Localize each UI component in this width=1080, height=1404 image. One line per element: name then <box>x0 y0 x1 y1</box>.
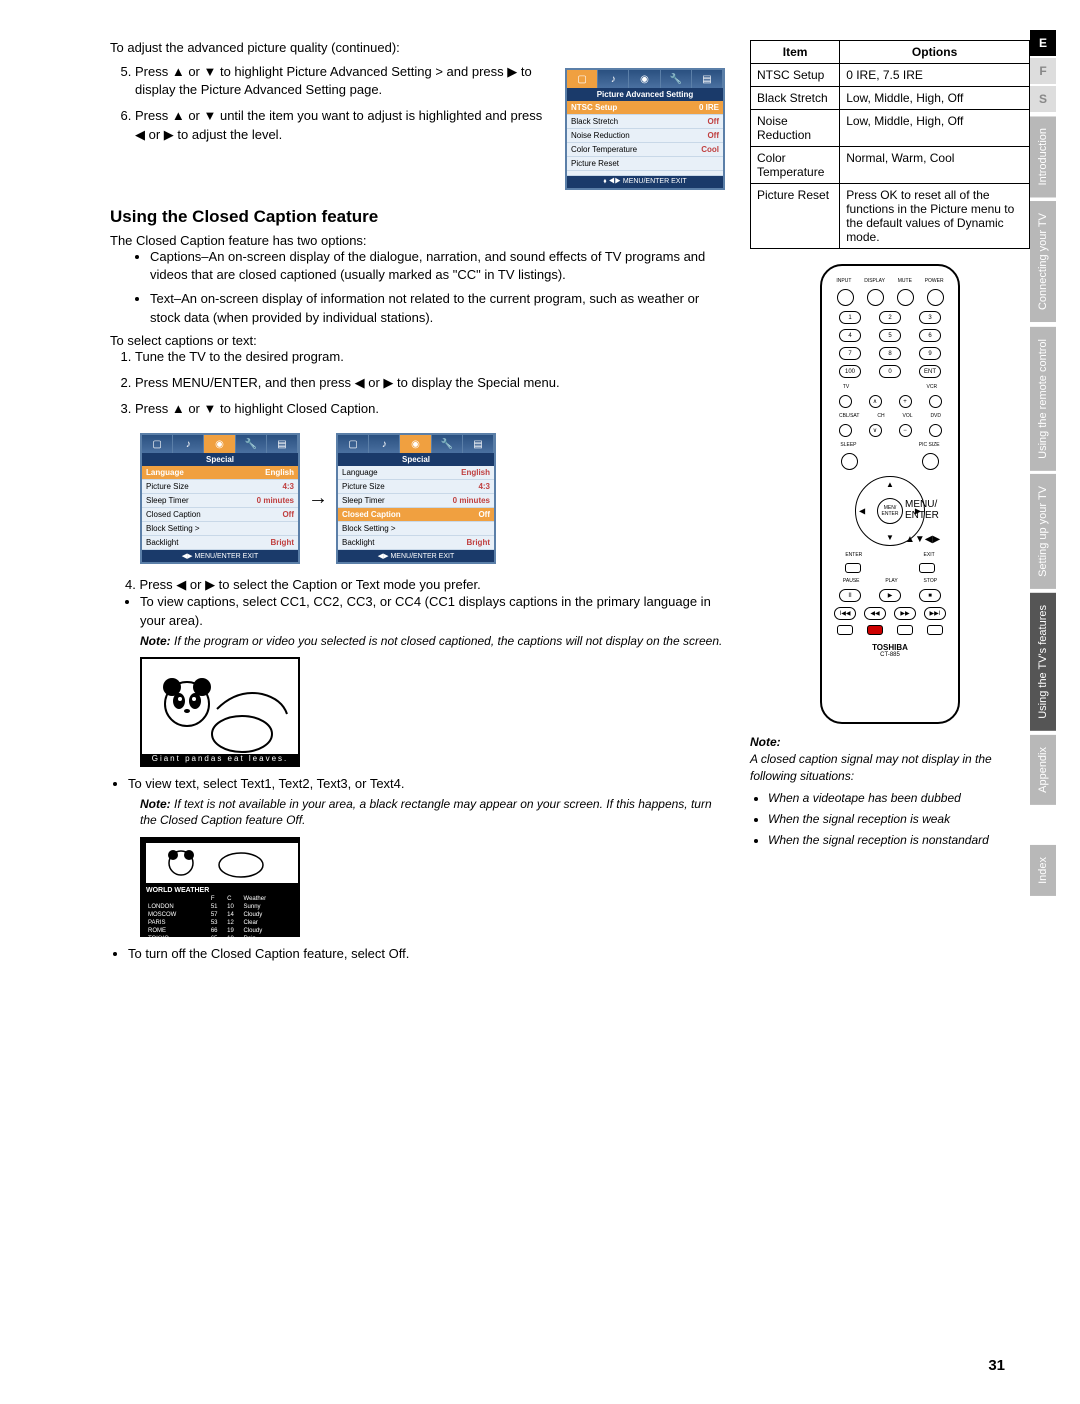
page-number: 31 <box>988 1357 1005 1374</box>
intro-text: To adjust the advanced picture quality (… <box>110 40 725 55</box>
menu-special-2: ▢♪◉🔧▤ Special LanguageEnglish Picture Si… <box>336 433 496 564</box>
note-section: Note: A closed caption signal may not di… <box>750 734 1030 849</box>
text-bullet: To view text, select Text1, Text2, Text3… <box>128 775 725 793</box>
lang-tab-s[interactable]: S <box>1030 86 1056 112</box>
tab-features[interactable]: Using the TV's features <box>1030 593 1056 731</box>
tab-introduction[interactable]: Introduction <box>1030 116 1056 197</box>
cc-bullet-2: Text–An on-screen display of information… <box>150 290 725 326</box>
menu-advanced: ▢♪◉🔧▤ Picture Advanced Setting NTSC Setu… <box>565 68 725 190</box>
step-2: Press MENU/ENTER, and then press ◀ or ▶ … <box>135 374 725 392</box>
tab-remote[interactable]: Using the remote control <box>1030 327 1056 471</box>
remote-label-menu: MENU/ ENTER <box>905 499 939 521</box>
weather-illustration: WORLD WEATHER FCWeather LONDON5110Sunny … <box>140 837 300 937</box>
tab-setting-up[interactable]: Setting up your TV <box>1030 474 1056 589</box>
cc-intro: The Closed Caption feature has two optio… <box>110 233 725 248</box>
note-1: Note: If the program or video you select… <box>140 634 725 650</box>
left-column: To adjust the advanced picture quality (… <box>110 40 725 967</box>
panda-illustration: Giant pandas eat leaves. <box>140 657 300 767</box>
step-1: Tune the TV to the desired program. <box>135 348 725 366</box>
lang-tab-f[interactable]: F <box>1030 58 1056 84</box>
arrow-icon: → <box>308 487 328 510</box>
step-4-bullet: To view captions, select CC1, CC2, CC3, … <box>140 593 725 629</box>
remote-control: INPUTDISPLAYMUTEPOWER 123 456 789 1000EN… <box>820 264 960 724</box>
menu-special-1: ▢♪◉🔧▤ Special LanguageEnglish Picture Si… <box>140 433 300 564</box>
step-4: 4. Press ◀ or ▶ to select the Caption or… <box>125 577 725 593</box>
step-6: Press ▲ or ▼ until the item you want to … <box>135 107 555 143</box>
note-2: Note: If text is not available in your a… <box>140 797 725 828</box>
tab-connecting[interactable]: Connecting your TV <box>1030 201 1056 322</box>
tab-index[interactable]: Index <box>1030 845 1056 896</box>
off-bullet: To turn off the Closed Caption feature, … <box>128 945 725 963</box>
select-intro: To select captions or text: <box>110 333 725 348</box>
remote-label-arrows: ▲▼◀▶ <box>905 534 940 545</box>
lang-tab-e[interactable]: E <box>1030 30 1056 56</box>
cc-bullet-1: Captions–An on-screen display of the dia… <box>150 248 725 284</box>
cc-heading: Using the Closed Caption feature <box>110 207 725 227</box>
right-column: ItemOptions NTSC Setup0 IRE, 7.5 IRE Bla… <box>750 40 1030 967</box>
step-5: Press ▲ or ▼ to highlight Picture Advanc… <box>135 63 555 99</box>
step-3: Press ▲ or ▼ to highlight Closed Caption… <box>135 400 725 418</box>
options-table: ItemOptions NTSC Setup0 IRE, 7.5 IRE Bla… <box>750 40 1030 249</box>
tab-appendix[interactable]: Appendix <box>1030 735 1056 805</box>
side-tabs: E F S Introduction Connecting your TV Us… <box>1030 30 1060 896</box>
